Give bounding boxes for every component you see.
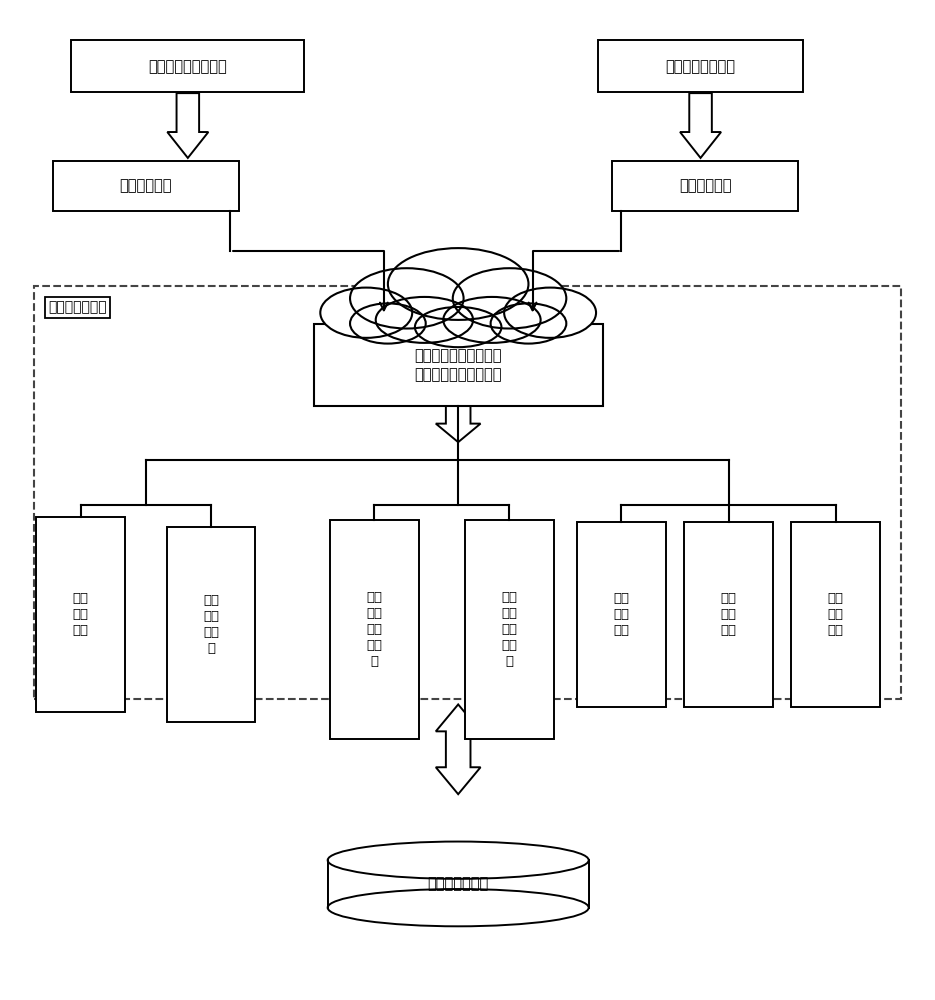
Text: 便携式健康监测设备: 便携式健康监测设备 [149, 59, 227, 74]
Polygon shape [436, 380, 481, 442]
Bar [34, 286, 901, 699]
Bar [36, 517, 125, 712]
Text: 患者
预警
模块: 患者 预警 模块 [827, 592, 843, 637]
Bar [52, 161, 239, 211]
Bar [791, 522, 880, 707]
Text: 模型
构建
与更
新模
块: 模型 构建 与更 新模 块 [501, 591, 517, 668]
Ellipse shape [388, 248, 528, 320]
Bar [166, 527, 255, 722]
Text: 特征
构建
与选
择模
块: 特征 构建 与选 择模 块 [367, 591, 382, 668]
Ellipse shape [327, 842, 589, 879]
Polygon shape [167, 93, 209, 158]
Text: 患者监控管理系统: 患者监控管理系统 [666, 59, 736, 74]
Ellipse shape [415, 307, 501, 347]
Text: 患者
排序
模块: 患者 排序 模块 [721, 592, 737, 637]
Bar [684, 522, 773, 707]
Text: 数据
预处
理模
块: 数据 预处 理模 块 [203, 594, 219, 655]
Bar [330, 520, 419, 739]
Ellipse shape [321, 288, 412, 338]
Text: 医疗设备终端: 医疗设备终端 [120, 178, 172, 193]
Text: 电子健康档案: 电子健康档案 [679, 178, 731, 193]
Ellipse shape [327, 889, 589, 926]
Ellipse shape [350, 303, 425, 344]
Ellipse shape [504, 288, 596, 338]
Bar [313, 324, 603, 406]
Bar [466, 520, 554, 739]
Bar [327, 860, 589, 908]
Ellipse shape [453, 268, 567, 329]
Bar [612, 161, 798, 211]
Text: 数据
载入
模块: 数据 载入 模块 [73, 592, 89, 637]
Text: 患者
预测
模块: 患者 预测 模块 [613, 592, 629, 637]
Bar [71, 40, 305, 92]
Ellipse shape [350, 268, 464, 329]
Ellipse shape [491, 303, 567, 344]
Ellipse shape [376, 297, 473, 343]
Bar [577, 522, 666, 707]
Text: 基于集成模型的急诊患
者早逝死亡率预测系统: 基于集成模型的急诊患 者早逝死亡率预测系统 [414, 349, 502, 382]
Text: 中央存储服务器: 中央存储服务器 [427, 876, 489, 891]
Polygon shape [680, 93, 721, 158]
Bar [598, 40, 803, 92]
Polygon shape [436, 704, 481, 794]
Ellipse shape [443, 297, 540, 343]
Text: 中央业务服务器: 中央业务服务器 [48, 301, 107, 315]
